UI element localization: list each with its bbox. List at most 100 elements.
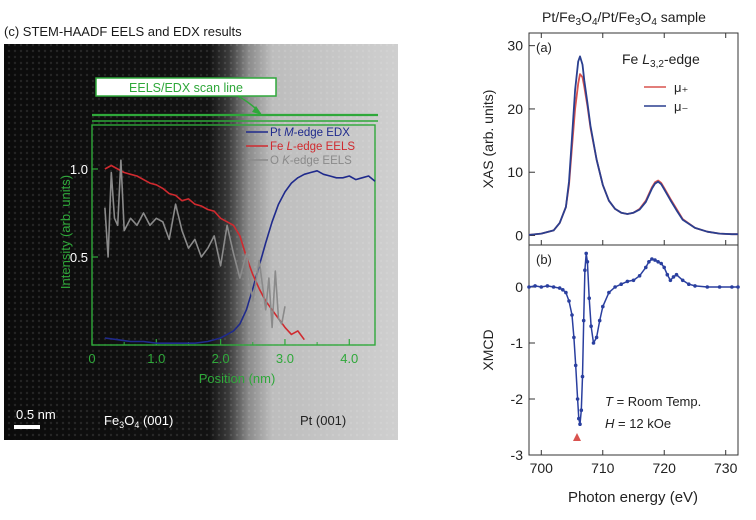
- xmcd-point: [637, 274, 642, 278]
- legend-mu-plus: μ₊: [674, 80, 688, 95]
- xmcd-point: [671, 275, 676, 279]
- xmcd-point: [585, 260, 590, 264]
- right-panel: Pt/Fe3O4/Pt/Fe3O4 sample 0 10 20 30 -3 -2 -1 0…: [480, 9, 740, 506]
- xmcd-point: [687, 282, 691, 287]
- scan-line-annotation: EELS/EDX scan line: [92, 77, 378, 122]
- xmcd-point: [631, 278, 636, 283]
- field-note: H = 12 kOe: [605, 416, 671, 431]
- xmcd-point: [730, 285, 734, 289]
- left-x-tick-label: 1.0: [147, 351, 165, 366]
- xmcd-point: [527, 285, 531, 289]
- left-y-tick-label: 1.0: [70, 162, 88, 177]
- xas-y-tick-label: 30: [507, 38, 523, 54]
- xmcd-frame: [528, 244, 739, 456]
- legend-o: O K-edge EELS: [270, 155, 352, 167]
- panel-b-label: (b): [536, 252, 552, 267]
- xmcd-point: [583, 268, 587, 273]
- xmcd-point: [594, 335, 599, 340]
- xmcd-point: [567, 299, 571, 303]
- xmcd-point: [561, 288, 565, 292]
- legend-pt: Pt M-edge EDX: [270, 127, 350, 139]
- region-fe3o4-label: Fe3O4 (001): [104, 413, 173, 430]
- xmcd-point: [587, 296, 591, 301]
- xmcd-point: [619, 282, 623, 287]
- xmcd-point: [564, 290, 568, 295]
- xas-series-xas_red: [528, 73, 738, 236]
- xmcd-x-axis-label: Photon energy (eV): [568, 489, 698, 506]
- xmcd-y-axis-label: XMCD: [480, 329, 496, 370]
- panel-a-label: (a): [536, 40, 552, 55]
- left-x-tick-label: 3.0: [276, 351, 294, 366]
- left-series-group: [104, 159, 376, 345]
- xmcd-series-group: [527, 251, 740, 427]
- xmcd-point: [680, 278, 685, 283]
- left-y-axis-label: Intensity (arb. units): [58, 175, 73, 289]
- xmcd-point: [668, 278, 673, 283]
- scan-label-text: EELS/EDX scan line: [129, 81, 243, 95]
- xmcd-point: [644, 265, 648, 270]
- xmcd-point: [650, 257, 654, 261]
- scan-arrow-head: [252, 106, 262, 115]
- xmcd-y-tick-label: -2: [511, 391, 524, 407]
- xmcd-point: [575, 397, 580, 401]
- scale-bar-label: 0.5 nm: [16, 407, 56, 422]
- xmcd-point: [533, 284, 537, 288]
- xmcd-point: [581, 318, 586, 323]
- xmcd-point: [736, 285, 740, 289]
- xmcd-point: [577, 416, 581, 421]
- right-title: Pt/Fe3O4/Pt/Fe3O4 sample: [542, 9, 706, 28]
- xmcd-point: [601, 304, 605, 309]
- xmcd-point: [591, 341, 596, 345]
- left-x-tick-label: 4.0: [340, 351, 358, 366]
- left-legend: Pt M-edge EDX Fe L-edge EELS O K-edge EE…: [246, 127, 355, 167]
- xmcd-x-tick-label: 710: [591, 460, 615, 476]
- xmcd-point: [573, 363, 578, 368]
- left-series-pt_blue: [104, 170, 376, 345]
- xmcd-x-tick-label: 700: [530, 460, 554, 476]
- left-panel-caption: (c) STEM-HAADF EELS and EDX results: [4, 24, 242, 39]
- xmcd-point: [580, 374, 585, 379]
- left-x-tick-label: 2.0: [212, 351, 230, 366]
- legend-mu-minus: μ₋: [674, 99, 688, 114]
- xmcd-point: [647, 260, 651, 264]
- xmcd-ticks: -3 -2 -1 0 700 710 720 730: [511, 279, 738, 476]
- xmcd-point: [570, 313, 574, 317]
- xmcd-point: [584, 251, 588, 256]
- xmcd-point: [665, 272, 670, 277]
- left-chart: 0 1.0 2.0 3.0 4.0 0.5 1.0 Position (nm) Inten…: [58, 124, 376, 386]
- xmcd-point: [717, 285, 722, 289]
- xmcd-point: [613, 285, 617, 289]
- stem-annotations: 0.5 nm Fe3O4 (001) Pt (001): [14, 407, 346, 430]
- fe-edge-label: Fe L3,2-edge: [622, 51, 700, 70]
- xmcd-point: [705, 285, 710, 289]
- left-series-o_gray: [104, 159, 286, 329]
- xmcd-y-tick-label: -1: [511, 335, 524, 351]
- left-x-axis-label: Position (nm): [199, 371, 276, 386]
- xas-legend: μ₊ μ₋: [644, 80, 688, 114]
- left-y-ticks: 0.5 1.0: [70, 162, 98, 265]
- xas-y-tick-label: 10: [507, 164, 523, 180]
- xmcd-point: [662, 265, 666, 270]
- xmcd-x-tick-label: 720: [653, 460, 677, 476]
- left-x-ticks: 0 1.0 2.0 3.0 4.0: [88, 339, 358, 366]
- xas-series-xas_blue: [528, 55, 738, 236]
- peak-marker-triangle: [573, 433, 581, 441]
- xmcd-point: [597, 318, 602, 323]
- left-y-tick-label: 0.5: [70, 250, 88, 265]
- xmcd-point: [551, 285, 556, 289]
- scan-label-box: [95, 77, 277, 97]
- xmcd-point: [656, 260, 660, 264]
- xmcd-point: [578, 422, 582, 427]
- xmcd-x-tick-label: 730: [714, 460, 738, 476]
- xmcd-point: [545, 284, 550, 288]
- xmcd-y-tick-label: -3: [511, 447, 524, 463]
- xmcd-point: [539, 285, 544, 289]
- xmcd-point: [693, 284, 697, 288]
- xmcd-point: [589, 324, 593, 329]
- xmcd-point: [557, 286, 562, 290]
- xas-y-axis-label: XAS (arb. units): [480, 90, 496, 189]
- scale-bar: [14, 425, 40, 429]
- legend-fe: Fe L-edge EELS: [270, 141, 355, 153]
- xmcd-point: [625, 279, 630, 284]
- xas-y-tick-label: 20: [507, 101, 523, 117]
